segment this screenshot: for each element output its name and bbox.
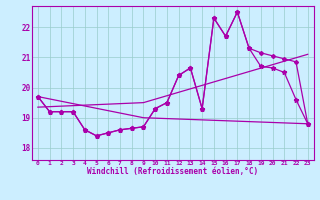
X-axis label: Windchill (Refroidissement éolien,°C): Windchill (Refroidissement éolien,°C) [87, 167, 258, 176]
